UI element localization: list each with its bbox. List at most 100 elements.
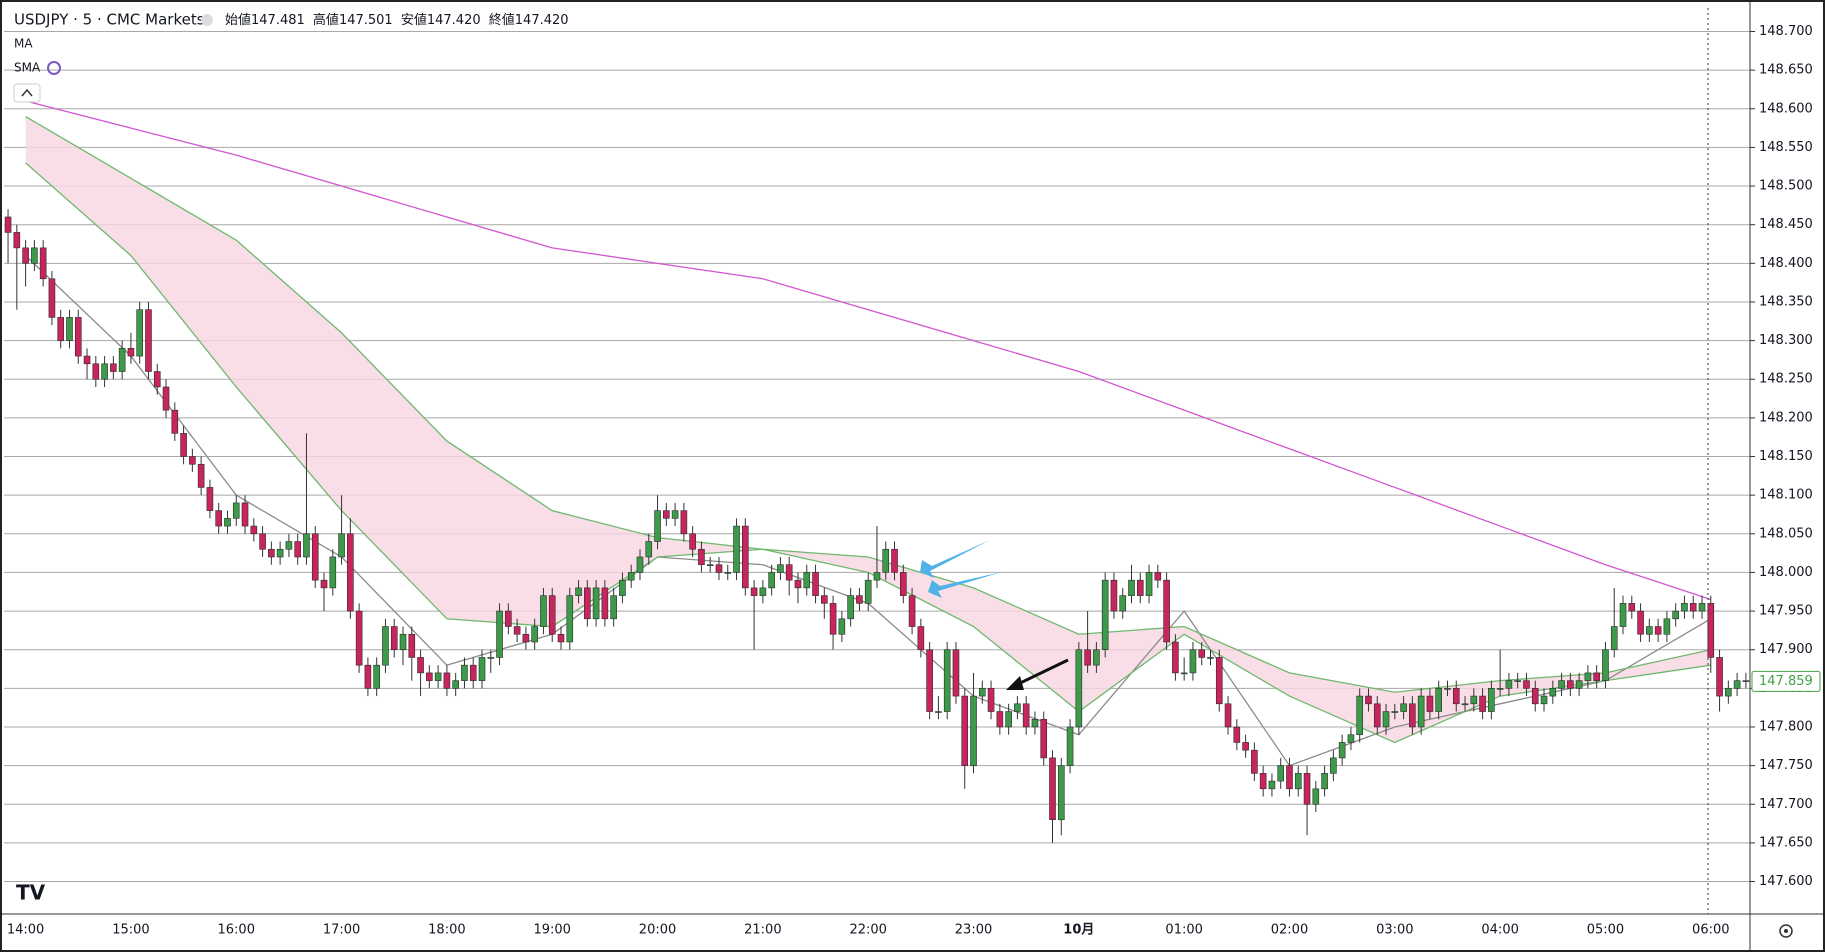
candle-body (1031, 718, 1039, 728)
candle-body (1057, 765, 1065, 821)
candle-body (417, 657, 424, 674)
y-tick-label: 147.800 (1759, 719, 1813, 734)
candle-body (452, 680, 459, 689)
candle-body (1672, 610, 1679, 620)
candle-body (496, 610, 503, 658)
candle-body (1593, 672, 1600, 681)
candle-body (1567, 680, 1574, 689)
candle-body (382, 626, 389, 666)
y-tick-label: 147.600 (1759, 874, 1813, 889)
candle-body (1654, 626, 1662, 635)
candle-body (794, 579, 802, 589)
candle-body (241, 502, 249, 527)
candle-body (39, 247, 47, 280)
candle-body (759, 587, 767, 596)
candle-body (1180, 672, 1188, 675)
candle-body (189, 456, 196, 465)
candle-body (1584, 672, 1592, 681)
candle-body (1172, 641, 1179, 674)
candle-body (663, 510, 670, 519)
y-tick-label: 148.550 (1759, 140, 1813, 155)
candle-body (1084, 649, 1091, 666)
candle-body (548, 595, 556, 635)
candle-body (136, 309, 144, 357)
candle-body (206, 487, 214, 511)
collapse-button[interactable] (13, 83, 41, 103)
candle-body (1628, 603, 1636, 612)
settings-icon[interactable] (1779, 924, 1793, 938)
candle-body (522, 633, 530, 643)
y-tick-label: 148.650 (1759, 63, 1813, 78)
candle-body (215, 510, 222, 527)
candle-body (1242, 742, 1249, 751)
candle-body (742, 525, 749, 589)
x-tick-label: 15:00 (112, 923, 149, 938)
candle-body (1373, 703, 1381, 728)
x-tick-label: 18:00 (428, 923, 465, 938)
candle-body (1075, 649, 1083, 728)
candle-body (891, 548, 898, 573)
candle-body (733, 525, 740, 573)
symbol-title: USDJPY · 5 · CMC Markets (14, 11, 205, 29)
x-tick-label: 14:00 (7, 923, 44, 938)
y-tick-label: 148.250 (1759, 372, 1813, 387)
candles (4, 209, 1750, 843)
logo[interactable]: TV (16, 881, 46, 905)
candle-body (1233, 726, 1241, 743)
y-tick-label: 148.000 (1759, 565, 1813, 580)
candle-body (1602, 649, 1609, 681)
candle-body (171, 409, 179, 434)
candle-body (1189, 649, 1197, 674)
settings-icon-core (1784, 929, 1788, 933)
candle-body (1014, 703, 1021, 712)
x-tick-label: 05:00 (1587, 923, 1624, 938)
candle-body (127, 348, 135, 357)
x-tick-label: 20:00 (639, 923, 676, 938)
candle-body (1514, 680, 1521, 682)
candle-body (101, 363, 108, 380)
candle-body (355, 610, 363, 666)
candle-body (1356, 695, 1364, 736)
candle-body (373, 664, 380, 689)
x-tick-label: 02:00 (1271, 923, 1308, 938)
candle-body (74, 317, 82, 357)
candle-body (540, 595, 547, 627)
candle-body (259, 533, 266, 550)
candle-body (505, 610, 512, 627)
candle-body (584, 587, 591, 620)
candle-body (952, 649, 960, 697)
indicator-label[interactable]: SMA (14, 61, 41, 75)
candle-body (926, 649, 933, 712)
candle-body (1558, 680, 1565, 689)
candle-body (276, 548, 284, 558)
candle-body (987, 688, 995, 712)
x-tick-label: 06:00 (1692, 923, 1729, 938)
candle-body (110, 363, 117, 372)
candle-body (57, 317, 65, 341)
candle-body (513, 626, 521, 635)
candle-body (224, 518, 231, 527)
ohlc-value: 147.501 (339, 13, 393, 28)
candle-body (873, 572, 881, 581)
candle-body (1224, 703, 1232, 728)
y-tick-label: 148.700 (1759, 24, 1813, 39)
candle-body (364, 664, 372, 689)
candle-body (689, 533, 696, 550)
candle-body (908, 595, 916, 627)
candle-body (847, 595, 854, 620)
candle-body (1637, 610, 1644, 635)
ma-cloud (25, 116, 1711, 743)
candle-body (4, 216, 12, 233)
candle-body (1742, 680, 1750, 682)
candle-body (66, 317, 73, 341)
candle-body (1136, 579, 1144, 596)
candle-body (821, 595, 828, 604)
last-price-box (1751, 670, 1821, 692)
candle-body (785, 564, 793, 581)
collapse-icon (21, 88, 33, 97)
candle-body (1163, 579, 1170, 643)
candle-body (145, 309, 152, 372)
indicator-label[interactable]: MA (14, 37, 33, 51)
